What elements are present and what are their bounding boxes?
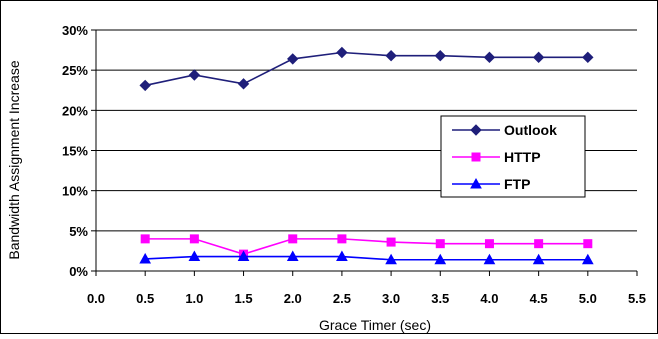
http-series-line [145, 238, 588, 255]
legend: Outlook HTTP FTP [440, 115, 586, 198]
outlook-data-point [336, 46, 348, 59]
x-tick-label: 4.5 [530, 291, 548, 306]
http-data-point [534, 239, 544, 249]
x-tick-label: 0.0 [87, 291, 105, 306]
y-tick-label: 5% [69, 224, 88, 239]
outlook-data-point [237, 78, 250, 90]
x-tick-label: 5.5 [628, 291, 646, 306]
outlook-data-point [287, 53, 299, 65]
ftp-data-point [286, 250, 299, 262]
legend-label-http: HTTP [504, 149, 541, 165]
ftp-series-line [145, 255, 588, 261]
http-data-point [484, 239, 494, 249]
ftp-data-point [188, 250, 201, 262]
legend-marker-outlook [470, 124, 482, 136]
axes: 0% 5% 10% 15% 20% 25% 30% 0.0 0.5 1.0 1.5 2.0 2.5 3.0… [62, 23, 646, 306]
y-tick-label: 30% [62, 23, 88, 38]
outlook-data-point [483, 51, 496, 64]
http-data-point [386, 237, 396, 247]
x-tick-label: 5.0 [579, 291, 597, 306]
outlook-data-point [385, 49, 397, 62]
legend-label-outlook: Outlook [504, 122, 557, 138]
http-data-point [189, 234, 199, 244]
ftp-data-point [336, 250, 348, 262]
x-tick-label: 0.5 [136, 291, 154, 306]
x-tick-label: 2.0 [284, 291, 302, 306]
outlook-data-point [582, 51, 594, 64]
y-tick-label: 15% [62, 144, 88, 159]
http-data-point [288, 234, 298, 244]
outlook-data-point [188, 69, 201, 81]
y-tick-label: 20% [62, 103, 88, 118]
http-data-point [435, 239, 445, 249]
ftp-data-point [237, 250, 250, 262]
outlook-data-point [532, 51, 545, 64]
y-axis-title: Bandwidth Assignment Increase [6, 60, 22, 259]
ftp-data-point [581, 253, 594, 265]
y-tick-label: 10% [62, 184, 88, 199]
x-tick-label: 4.0 [480, 291, 498, 306]
legend-marker-http [471, 152, 481, 162]
ftp-data-point [385, 253, 397, 265]
y-tick-label: 0% [69, 264, 88, 279]
x-axis-title: Grace Timer (sec) [319, 317, 431, 333]
ftp-data-point [139, 252, 152, 264]
ftp-data-point [434, 253, 447, 265]
x-tick-label: 3.5 [431, 291, 449, 306]
legend-marker-ftp [470, 177, 482, 189]
legend-label-ftp: FTP [504, 176, 530, 192]
http-data-point [337, 234, 347, 244]
x-tick-label: 3.0 [382, 291, 400, 306]
x-tick-label: 1.5 [235, 291, 253, 306]
ftp-data-point [532, 253, 545, 265]
y-tick-label: 25% [62, 63, 88, 78]
outlook-series-line [145, 51, 588, 87]
ftp-data-point [483, 253, 496, 265]
http-data-point [583, 239, 593, 249]
outlook-data-point [434, 49, 446, 62]
x-tick-label: 2.5 [333, 291, 351, 306]
http-data-point [140, 234, 150, 244]
series-group [139, 46, 594, 265]
outlook-data-point [139, 79, 151, 92]
x-tick-label: 1.0 [185, 291, 203, 306]
